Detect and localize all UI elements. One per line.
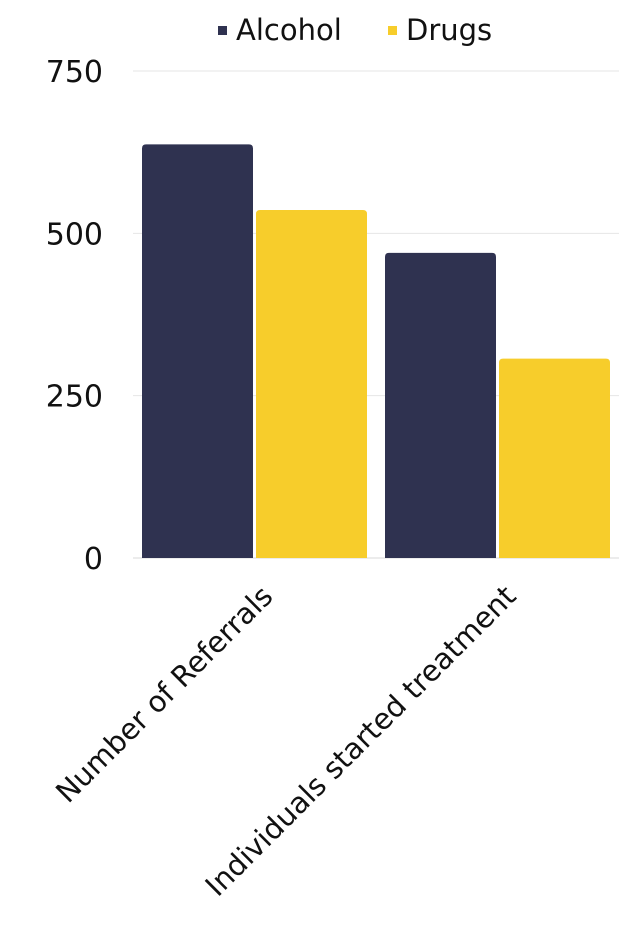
y-tick-label: 0 (84, 542, 103, 577)
bars (142, 144, 610, 558)
x-category-label: Number of Referrals (49, 579, 279, 809)
bar-alcohol-1 (385, 252, 496, 558)
legend-label-alcohol: Alcohol (236, 13, 342, 47)
y-tick-label: 500 (46, 217, 103, 252)
legend-swatch-alcohol (218, 26, 227, 35)
bar-drugs-0 (256, 209, 367, 558)
legend-label-drugs: Drugs (406, 13, 492, 47)
y-tick-label: 750 (46, 55, 103, 90)
bar-alcohol-0 (142, 144, 253, 558)
legend: Alcohol Drugs (218, 13, 492, 47)
legend-swatch-drugs (388, 26, 397, 35)
bar-drugs-1 (499, 358, 610, 558)
y-tick-label: 250 (46, 380, 103, 415)
y-axis-ticks: 0 250 500 750 (46, 55, 103, 577)
